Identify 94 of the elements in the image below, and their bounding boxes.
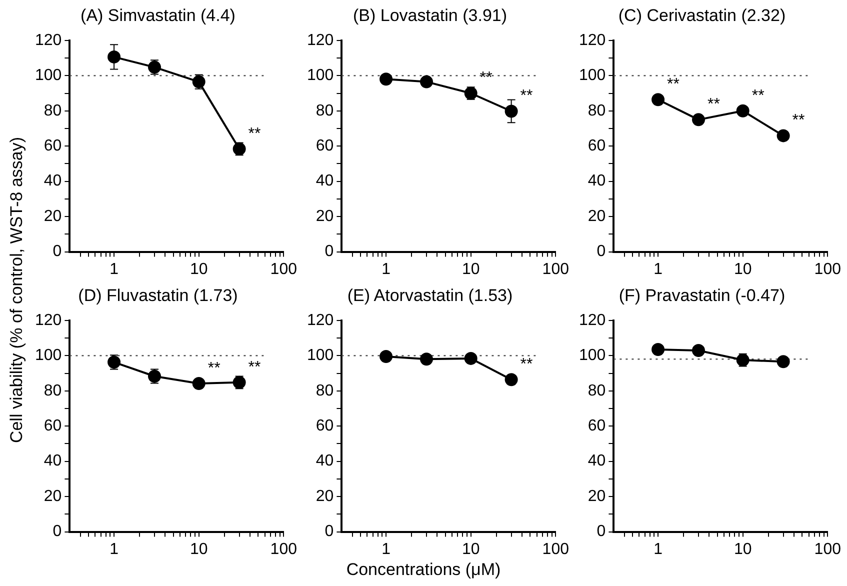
- x-tick-label: 1: [654, 260, 663, 278]
- y-tick-label: 120: [578, 312, 606, 329]
- y-axis-title: Cell viability (% of control, WST-8 assay): [7, 136, 27, 446]
- chart-title: (A) Simvastatin (4.4): [80, 6, 236, 25]
- y-tick-label: 60: [588, 418, 606, 435]
- annotation: **: [667, 76, 680, 93]
- y-tick-label: 120: [578, 32, 606, 49]
- x-tick-label: 100: [814, 260, 842, 278]
- point: [380, 350, 393, 364]
- y-tick-label: 20: [316, 208, 334, 225]
- point: [692, 344, 705, 358]
- y-tick-label: 120: [34, 32, 62, 49]
- chart-title: (D) Fluvastatin (1.73): [78, 286, 238, 305]
- y-tick-label: 0: [52, 243, 62, 260]
- y-tick-label: 40: [316, 452, 334, 470]
- y-tick-label: 40: [588, 172, 606, 190]
- x-tick-label: 10: [734, 260, 752, 278]
- y-tick-label: 120: [306, 312, 334, 329]
- y-tick-label: 60: [44, 418, 62, 435]
- y-tick-label: 20: [44, 208, 62, 225]
- y-tick-label: 20: [588, 208, 606, 225]
- point: [192, 376, 206, 390]
- x-tick-label: 10: [462, 540, 480, 558]
- y-tick-label: 100: [578, 347, 606, 364]
- y-tick-label: 0: [324, 523, 334, 540]
- annotation: **: [208, 360, 220, 377]
- y-tick-label: 80: [316, 382, 334, 400]
- annotation: **: [248, 125, 261, 142]
- y-tick-label: 40: [588, 452, 606, 470]
- annotation: **: [520, 88, 533, 105]
- chart-title: (C) Cerivastatin (2.32): [618, 6, 786, 25]
- y-tick-label: 80: [588, 102, 606, 120]
- y-tick-label: 60: [44, 138, 62, 155]
- y-tick-label: 20: [588, 488, 606, 505]
- x-tick-label: 1: [110, 540, 119, 558]
- y-tick-label: 100: [34, 67, 62, 84]
- x-tick-label: 100: [542, 540, 570, 558]
- point: [420, 352, 433, 366]
- x-tick-label: 10: [190, 540, 208, 558]
- x-tick-label: 100: [270, 260, 298, 278]
- y-tick-label: 120: [34, 312, 62, 329]
- point: [652, 342, 665, 356]
- point: [504, 104, 518, 118]
- point: [652, 93, 665, 106]
- y-tick-label: 20: [316, 488, 334, 505]
- y-tick-label: 100: [578, 67, 606, 84]
- annotation: **: [752, 87, 764, 104]
- chart-title: (B) Lovastatin (3.91): [352, 6, 508, 25]
- x-tick-label: 100: [814, 540, 842, 558]
- point: [736, 104, 750, 118]
- y-tick-label: 60: [316, 418, 334, 435]
- annotation: **: [480, 70, 492, 87]
- point: [108, 50, 121, 64]
- x-tick-label: 10: [734, 540, 752, 558]
- annotation: **: [248, 358, 261, 376]
- x-tick-label: 100: [270, 540, 298, 558]
- y-tick-label: 80: [44, 382, 62, 400]
- y-tick-label: 100: [34, 347, 62, 364]
- point: [776, 355, 790, 368]
- x-tick-label: 1: [654, 540, 663, 558]
- x-tick-label: 1: [382, 260, 391, 278]
- y-tick-label: 60: [316, 138, 334, 155]
- annotation: **: [520, 356, 533, 373]
- point: [776, 129, 790, 142]
- y-tick-label: 20: [44, 488, 62, 505]
- y-tick-label: 0: [596, 243, 606, 260]
- y-tick-label: 80: [44, 102, 62, 120]
- point: [420, 75, 433, 88]
- y-tick-label: 80: [588, 382, 606, 400]
- y-tick-label: 80: [316, 102, 334, 120]
- point: [692, 113, 705, 126]
- point: [380, 72, 393, 86]
- x-tick-label: 1: [382, 540, 391, 558]
- y-tick-label: 40: [44, 172, 62, 190]
- y-tick-label: 0: [596, 523, 606, 540]
- x-tick-label: 10: [462, 260, 480, 278]
- chart-title: (E) Atorvastatin (1.53): [347, 286, 513, 305]
- y-tick-label: 100: [306, 347, 334, 364]
- y-tick-label: 60: [588, 138, 606, 155]
- x-axis-title: Concentrations (μM): [345, 560, 502, 580]
- y-tick-label: 0: [52, 523, 62, 540]
- y-tick-label: 120: [306, 32, 334, 49]
- annotation: **: [792, 112, 805, 130]
- y-tick-label: 40: [316, 172, 334, 190]
- annotation: **: [708, 96, 720, 114]
- x-tick-label: 100: [542, 260, 570, 278]
- point: [504, 373, 518, 386]
- y-tick-label: 40: [44, 452, 62, 470]
- x-tick-label: 1: [110, 260, 119, 278]
- x-tick-label: 10: [190, 260, 208, 278]
- y-tick-label: 0: [324, 243, 334, 260]
- point: [464, 352, 478, 365]
- chart-title: (F) Pravastatin (-0.47): [618, 286, 786, 305]
- y-tick-label: 100: [306, 67, 334, 84]
